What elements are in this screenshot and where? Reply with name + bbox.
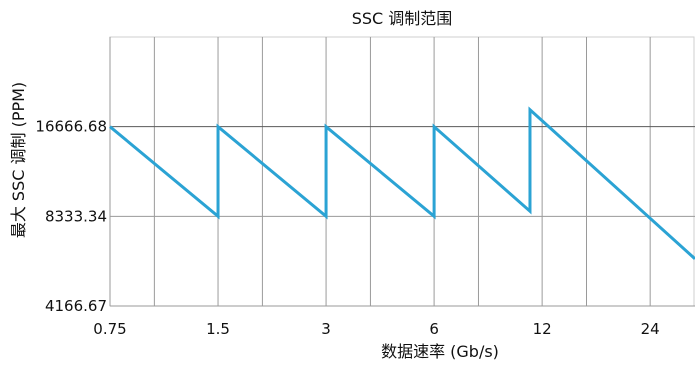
- x-tick-label: 0.75: [93, 320, 126, 338]
- x-tick-label: 6: [429, 320, 439, 338]
- x-tick-label: 24: [641, 320, 660, 338]
- x-tick-label: 1.5: [206, 320, 230, 338]
- y-tick-label: 16666.68: [35, 118, 107, 136]
- chart-title: SSC 调制范围: [352, 9, 453, 28]
- y-tick-label: 4166.67: [45, 297, 107, 315]
- y-axis-title: 最大 SSC 调制 (PPM): [9, 82, 28, 238]
- x-tick-label: 3: [321, 320, 331, 338]
- x-axis-ticks: 0.75 1.5 3 6 12 24: [93, 320, 659, 338]
- x-axis-title: 数据速率 (Gb/s): [381, 342, 499, 361]
- y-tick-label: 8333.34: [45, 207, 107, 225]
- series-layer: [109, 106, 695, 260]
- series-line-0: [109, 106, 695, 260]
- y-axis-ticks: 4166.67 8333.34 16666.68: [35, 118, 107, 315]
- x-tick-label: 12: [533, 320, 552, 338]
- grid: [109, 36, 695, 307]
